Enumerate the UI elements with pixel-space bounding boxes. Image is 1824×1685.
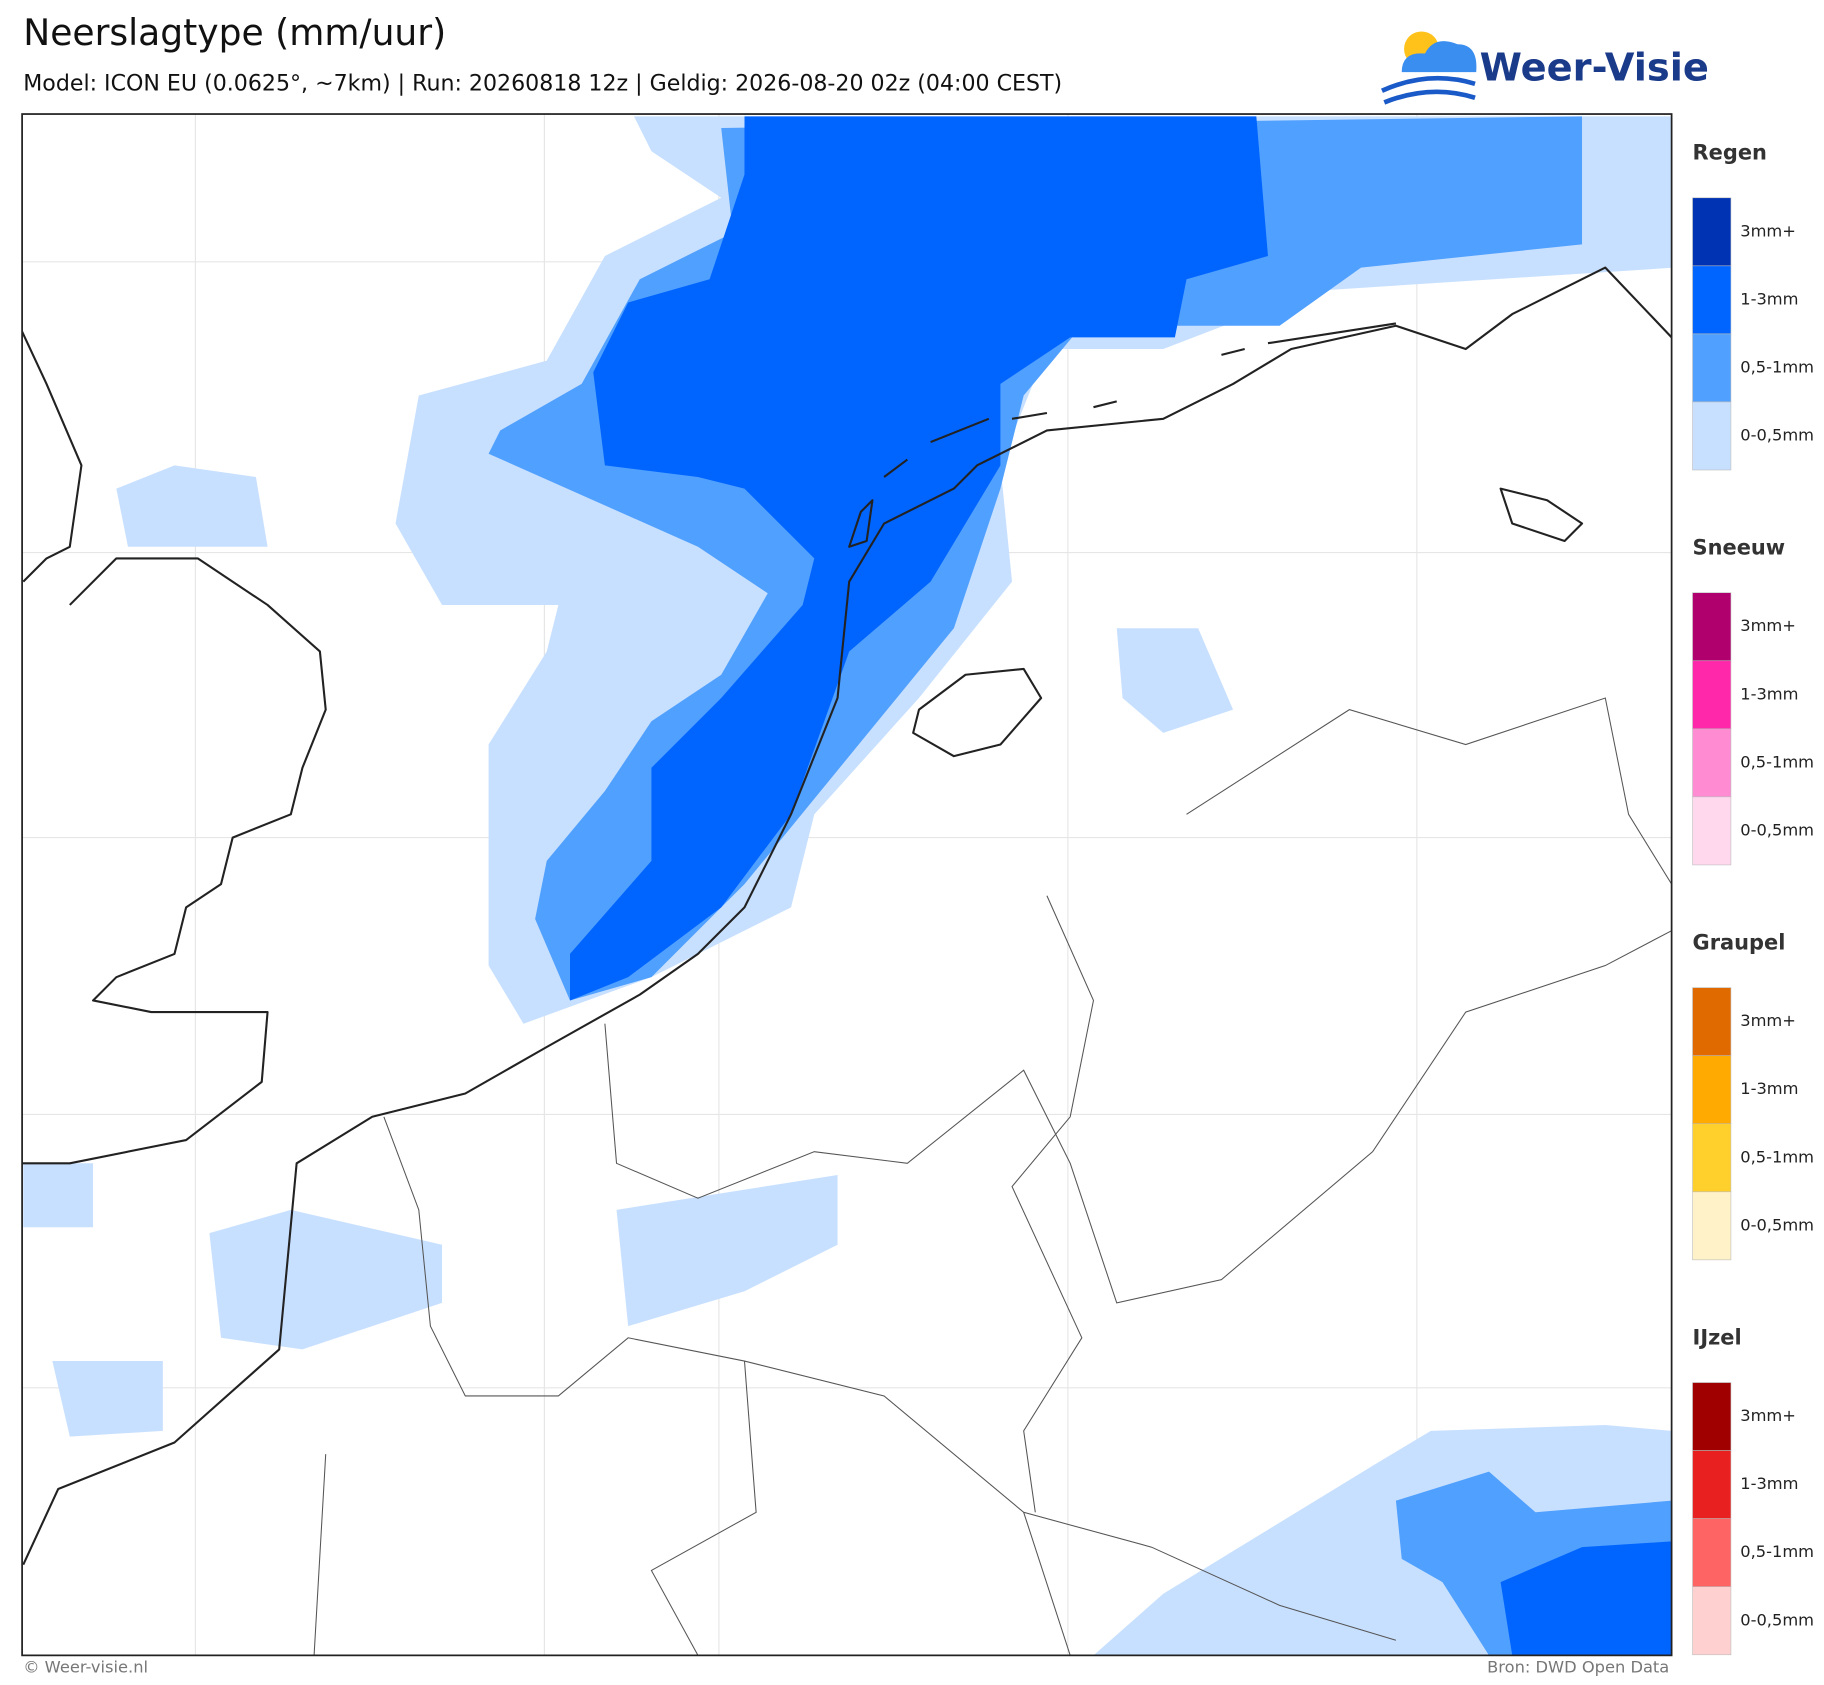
legend-swatch bbox=[1692, 333, 1732, 403]
legend-swatch bbox=[1692, 1123, 1732, 1193]
source: Bron: DWD Open Data bbox=[1487, 1658, 1669, 1677]
legend-swatch bbox=[1692, 401, 1732, 471]
legend-heading: IJzel bbox=[1693, 1325, 1742, 1349]
legend-label: 0-0,5mm bbox=[1740, 1215, 1814, 1234]
map bbox=[21, 113, 1673, 1657]
legend-swatch bbox=[1692, 1055, 1732, 1125]
legend-heading: Sneeuw bbox=[1693, 536, 1786, 560]
legend-label: 3mm+ bbox=[1740, 616, 1796, 635]
logo-cloud bbox=[1401, 41, 1477, 73]
legend-label: 0,5-1mm bbox=[1740, 1542, 1814, 1561]
precipitation bbox=[23, 116, 1672, 1656]
legend: Regen 3mm+ 1-3mm 0,5-1mm 0-0,5mm Sneeuw 3mm+ 1-… bbox=[1692, 141, 1814, 1656]
legend-swatch bbox=[1692, 796, 1732, 866]
legend-swatch bbox=[1692, 987, 1732, 1056]
legend-swatch bbox=[1692, 592, 1732, 662]
legend-label: 0,5-1mm bbox=[1740, 357, 1814, 376]
legend-swatch bbox=[1692, 265, 1732, 335]
legend-swatch bbox=[1692, 728, 1732, 798]
logo-waves bbox=[1381, 75, 1476, 105]
logo: Weer-Visie bbox=[1381, 31, 1709, 105]
legend-label: 1-3mm bbox=[1740, 1079, 1798, 1098]
legend-label: 3mm+ bbox=[1740, 1406, 1796, 1425]
legend-label: 0-0,5mm bbox=[1740, 820, 1814, 839]
title: Neerslagtype (mm/uur) bbox=[23, 12, 446, 54]
legend-swatch bbox=[1692, 1450, 1732, 1519]
legend-label: 1-3mm bbox=[1740, 684, 1798, 703]
legend-label: 3mm+ bbox=[1740, 221, 1796, 240]
legend-label: 3mm+ bbox=[1740, 1011, 1796, 1030]
legend-label: 0-0,5mm bbox=[1740, 1610, 1814, 1629]
legend-label: 0,5-1mm bbox=[1740, 1147, 1814, 1166]
legend-swatch bbox=[1692, 1191, 1732, 1261]
map-frame bbox=[21, 113, 1673, 1657]
legend-heading: Regen bbox=[1693, 141, 1767, 165]
coastlines bbox=[22, 266, 1672, 1566]
legend-swatch bbox=[1692, 660, 1732, 730]
borders bbox=[313, 697, 1672, 1656]
legend-label: 1-3mm bbox=[1740, 289, 1798, 308]
logo-text: Weer-Visie bbox=[1480, 45, 1709, 90]
legend-swatch bbox=[1692, 1586, 1732, 1656]
legend-swatch bbox=[1692, 197, 1732, 267]
legend-swatch bbox=[1692, 1518, 1732, 1588]
legend-label: 1-3mm bbox=[1740, 1474, 1798, 1493]
copyright: © Weer-visie.nl bbox=[23, 1658, 148, 1677]
subtitle: Model: ICON EU (0.0625°, ~7km) | Run: 20… bbox=[23, 70, 1062, 96]
legend-swatch bbox=[1692, 1382, 1732, 1451]
legend-heading: Graupel bbox=[1693, 930, 1786, 954]
legend-label: 0,5-1mm bbox=[1740, 752, 1814, 771]
legend-label: 0-0,5mm bbox=[1740, 425, 1814, 444]
